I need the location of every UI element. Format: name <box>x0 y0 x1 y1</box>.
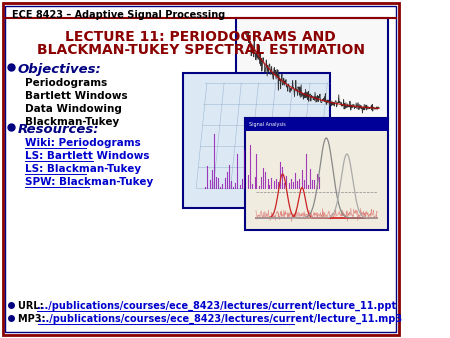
Text: MP3:: MP3: <box>18 314 49 324</box>
Text: Data Windowing: Data Windowing <box>25 104 122 114</box>
Text: .../publications/courses/ece_8423/lectures/current/lecture_11.ppt: .../publications/courses/ece_8423/lectur… <box>37 301 396 311</box>
Text: LS: Bartlett Windows: LS: Bartlett Windows <box>25 151 149 161</box>
Text: LECTURE 11: PERIODOGRAMS AND: LECTURE 11: PERIODOGRAMS AND <box>65 30 336 44</box>
Text: BLACKMAN-TUKEY SPECTRAL ESTIMATION: BLACKMAN-TUKEY SPECTRAL ESTIMATION <box>36 43 365 57</box>
Bar <box>245 118 388 230</box>
Text: Wiki: Periodograms: Wiki: Periodograms <box>25 138 141 148</box>
Text: ECE 8423 – Adaptive Signal Processing: ECE 8423 – Adaptive Signal Processing <box>13 10 226 20</box>
Text: .../publications/courses/ece_8423/lectures/current/lecture_11.mp3: .../publications/courses/ece_8423/lectur… <box>38 314 402 324</box>
Text: Objectives:: Objectives: <box>18 63 102 76</box>
Text: SPW: Blackman-Tukey: SPW: Blackman-Tukey <box>25 177 153 187</box>
Bar <box>183 73 330 208</box>
Text: URL:: URL: <box>18 301 47 311</box>
Text: Bartlett Windows: Bartlett Windows <box>25 91 128 101</box>
Text: Resources:: Resources: <box>18 123 99 136</box>
Text: LS: Blackman-Tukey: LS: Blackman-Tukey <box>25 164 141 174</box>
Bar <box>236 18 388 123</box>
Text: Periodograms: Periodograms <box>25 78 107 88</box>
Text: Blackman-Tukey: Blackman-Tukey <box>25 117 119 127</box>
Bar <box>245 118 388 131</box>
Text: Signal Analysis: Signal Analysis <box>249 122 286 127</box>
